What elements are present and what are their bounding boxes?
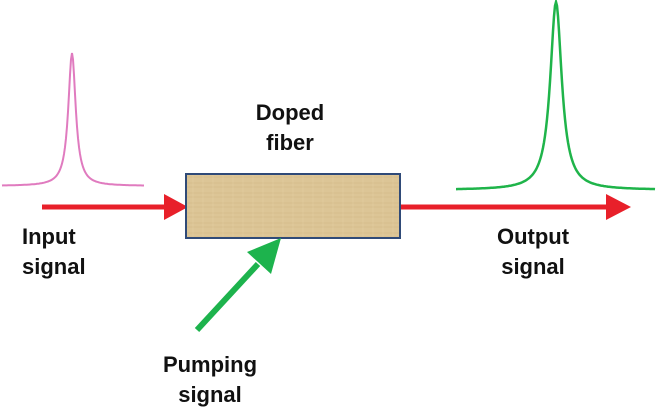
doped-fiber-label-line1: Doped bbox=[255, 100, 325, 125]
output-pulse-curve bbox=[456, 0, 656, 191]
pumping-signal-label: Pumping signal bbox=[140, 350, 280, 410]
input-signal-label-line1: Input bbox=[22, 224, 76, 249]
input-signal-label-line2: signal bbox=[22, 254, 86, 279]
doped-fiber-block bbox=[185, 173, 401, 239]
pumping-signal-label-line2: signal bbox=[178, 382, 242, 407]
output-signal-label-line2: signal bbox=[501, 254, 565, 279]
doped-fiber-label: Doped fiber bbox=[230, 98, 350, 158]
input-signal-label: Input signal bbox=[22, 222, 132, 282]
pump-arrow bbox=[194, 238, 281, 333]
input-signal-arrow bbox=[42, 194, 188, 220]
doped-fiber-label-line2: fiber bbox=[266, 130, 314, 155]
input-pulse-curve bbox=[1, 52, 144, 187]
output-signal-label: Output signal bbox=[478, 222, 588, 282]
output-signal-arrow bbox=[400, 194, 631, 220]
output-signal-label-line1: Output bbox=[496, 224, 570, 249]
pumping-signal-label-line1: Pumping bbox=[162, 352, 258, 377]
